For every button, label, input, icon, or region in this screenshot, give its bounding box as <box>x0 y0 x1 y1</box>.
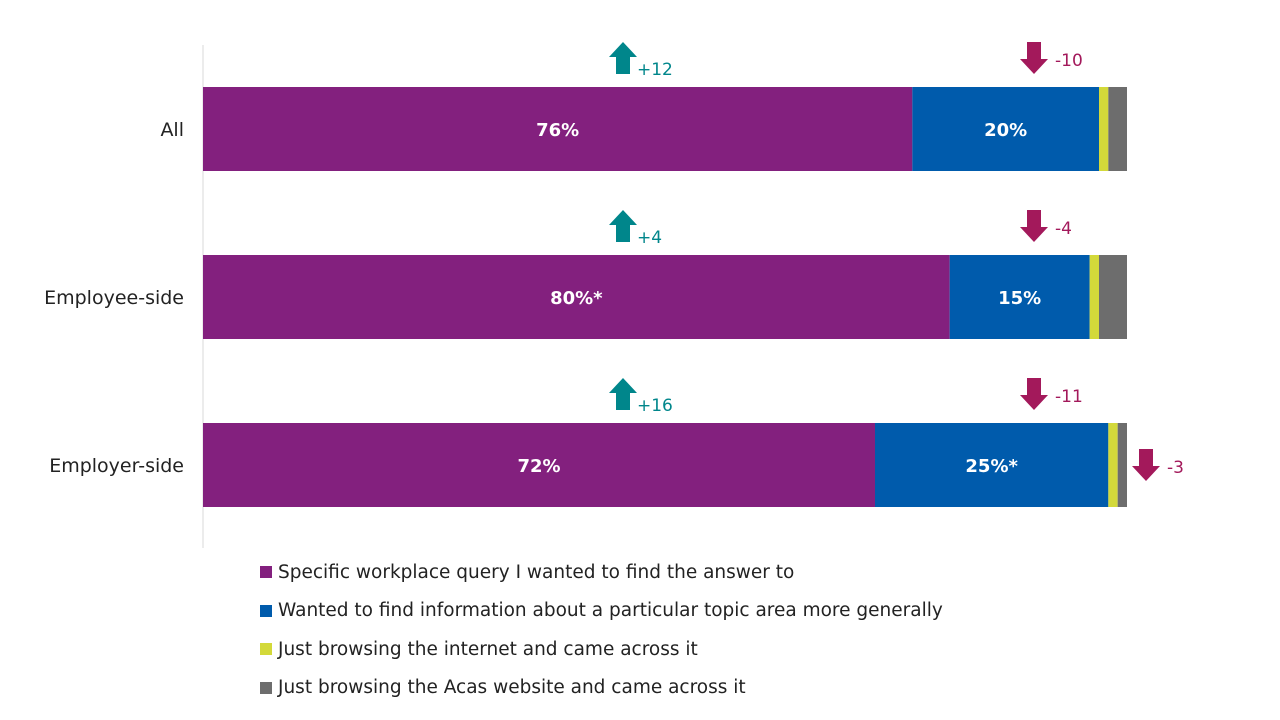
legend-swatch <box>260 604 272 617</box>
legend-label: Just browsing the internet and came acro… <box>278 638 698 660</box>
legend-swatch <box>260 643 272 656</box>
bar-segment <box>875 423 1109 507</box>
arrow-down-icon <box>1020 42 1048 74</box>
bar-segment <box>1099 255 1127 339</box>
data-label: 76% <box>536 120 579 141</box>
change-annotation: -11 <box>1055 387 1083 407</box>
legend-swatch <box>260 681 272 694</box>
bar-segment <box>1099 87 1109 171</box>
legend-item: Just browsing the internet and came acro… <box>260 630 943 669</box>
category-label: Employer-side <box>49 455 184 477</box>
data-label: 80%* <box>550 288 603 309</box>
bar-segment <box>1108 87 1127 171</box>
bar-segment <box>1108 423 1118 507</box>
legend-label: Just browsing the Acas website and came … <box>278 677 746 699</box>
data-label: 25%* <box>965 456 1018 477</box>
legend-item: Just browsing the Acas website and came … <box>260 669 943 708</box>
legend: Specific workplace query I wanted to fin… <box>260 553 943 707</box>
legend-label: Wanted to find information about a parti… <box>278 600 943 622</box>
bar-segment <box>912 87 1099 171</box>
bar-segment <box>1089 255 1099 339</box>
bar-segment <box>203 255 950 339</box>
change-annotation: +12 <box>637 60 673 80</box>
category-label: Employee-side <box>44 287 184 309</box>
arrow-up-icon <box>609 378 637 410</box>
arrow-down-icon <box>1020 210 1048 242</box>
change-annotation: +4 <box>637 228 662 248</box>
data-label: 20% <box>984 120 1027 141</box>
change-annotation: -10 <box>1055 51 1083 71</box>
arrow-up-icon <box>609 42 637 74</box>
data-label: 72% <box>517 456 560 477</box>
change-annotation: +16 <box>637 396 673 416</box>
legend-item: Wanted to find information about a parti… <box>260 592 943 631</box>
arrow-up-icon <box>609 210 637 242</box>
bar-segment <box>203 87 913 171</box>
legend-swatch <box>260 566 272 579</box>
arrow-down-icon <box>1132 449 1160 481</box>
bar-segment <box>1117 423 1127 507</box>
arrow-down-icon <box>1020 378 1048 410</box>
bar-segment <box>203 423 875 507</box>
category-label: All <box>160 119 184 141</box>
legend-item: Specific workplace query I wanted to fin… <box>260 553 943 592</box>
bar-segment <box>949 255 1090 339</box>
change-annotation: -3 <box>1167 458 1184 478</box>
legend-label: Specific workplace query I wanted to fin… <box>278 561 795 583</box>
change-annotation: -4 <box>1055 219 1072 239</box>
data-label: 15% <box>998 288 1041 309</box>
